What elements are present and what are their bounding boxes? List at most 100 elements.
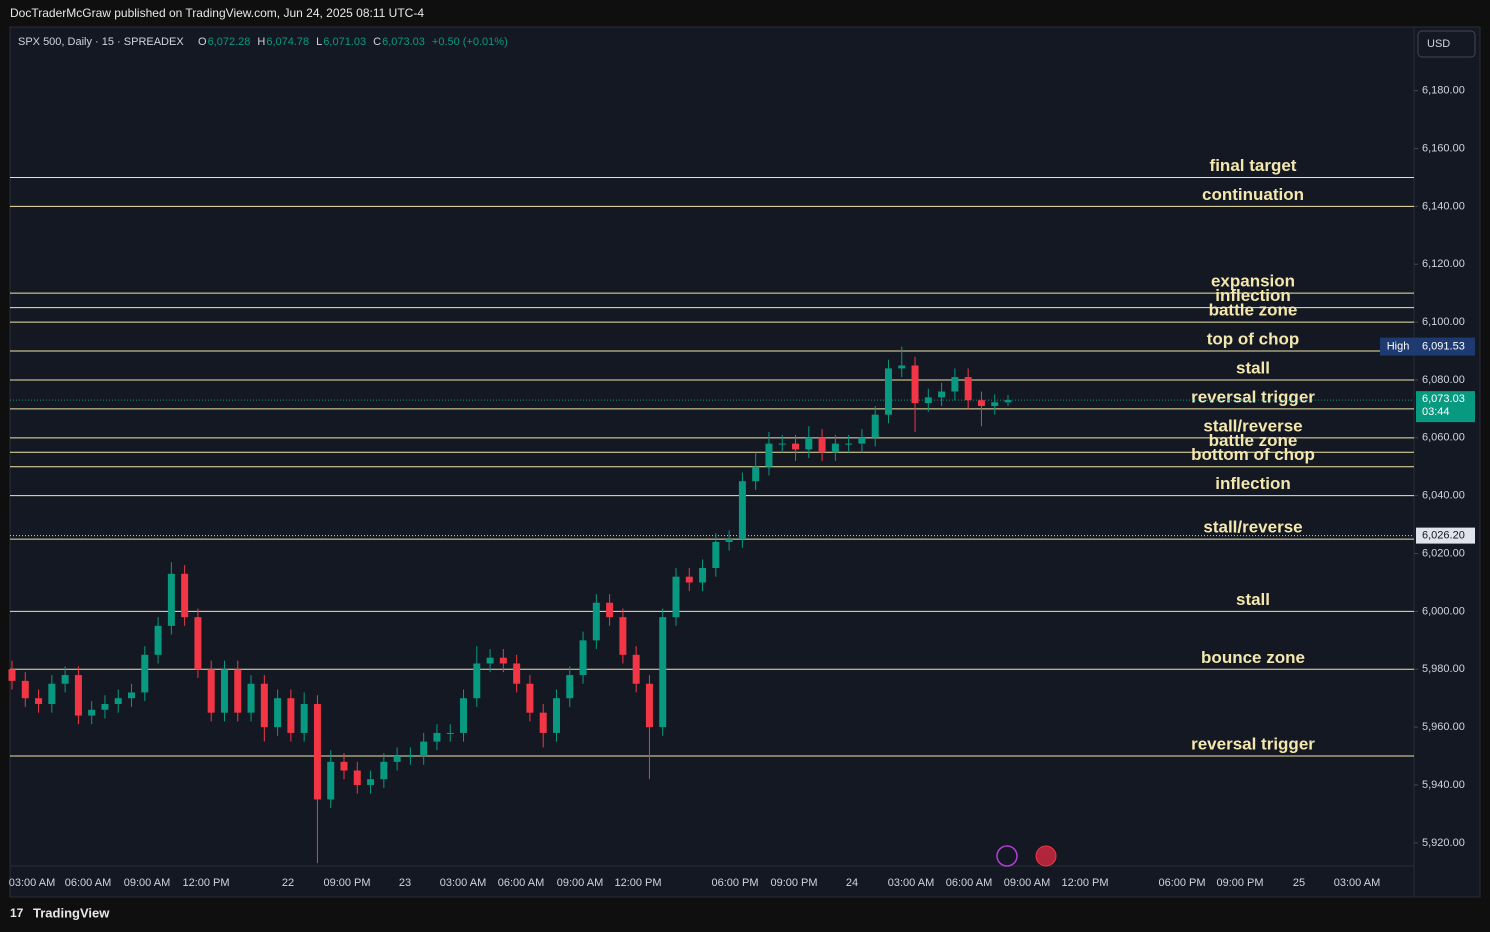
y-tick-label: 6,120.00 [1422, 258, 1465, 270]
y-tick-label: 6,040.00 [1422, 490, 1465, 502]
candle-body [552, 698, 560, 733]
candle-body [592, 602, 600, 641]
level-label: top of chop [1207, 330, 1300, 349]
candle-body [473, 663, 481, 699]
candle-body [924, 397, 932, 404]
candle-body [513, 663, 521, 684]
candle-body [977, 400, 985, 406]
x-tick-label: 03:00 AM [440, 877, 486, 889]
symbol: SPX 500, Daily · 15 · SPREADEX [18, 36, 184, 48]
candle-body [35, 698, 43, 704]
level-label: inflection [1215, 474, 1291, 493]
y-tick-label: 6,180.00 [1422, 85, 1465, 97]
current-badge [1416, 391, 1475, 423]
candle-body [353, 770, 361, 785]
level-label: stall/reverse [1203, 416, 1302, 435]
y-tick-label: 5,920.00 [1422, 837, 1465, 849]
x-tick-label: 09:00 PM [770, 877, 817, 889]
candle-body [21, 680, 29, 699]
candle-body [645, 683, 653, 728]
candle-body [898, 365, 906, 369]
candle-body [964, 377, 972, 401]
candle-body [260, 683, 268, 728]
high-value: 6,091.53 [1422, 341, 1465, 353]
candle-body [871, 414, 879, 438]
candle-body [141, 654, 149, 693]
x-tick-label: 03:00 AM [1334, 877, 1380, 889]
x-tick-label: 03:00 AM [888, 877, 934, 889]
candle-body [911, 365, 919, 404]
level-label: reversal trigger [1191, 735, 1315, 754]
candle-body [234, 669, 242, 713]
candle-body [8, 669, 16, 681]
level-label: inflection [1215, 286, 1291, 305]
y-tick-label: 6,060.00 [1422, 432, 1465, 444]
candle-body [1004, 400, 1012, 403]
x-tick-label: 06:00 PM [1158, 877, 1205, 889]
level-label: continuation [1202, 185, 1304, 204]
candle-body [991, 402, 999, 406]
ohlc-key: H [257, 36, 265, 48]
candle-body [539, 712, 547, 733]
ohlc-key: L [316, 36, 322, 48]
y-tick-label: 5,980.00 [1422, 663, 1465, 675]
ohlc-key: O [198, 36, 207, 48]
x-tick-label: 03:00 AM [9, 877, 55, 889]
currency[interactable]: USD [1427, 38, 1450, 50]
y-tick-label: 5,940.00 [1422, 779, 1465, 791]
candle-body [672, 576, 680, 618]
high-badge-label: High [1387, 341, 1410, 353]
marker-value: 6,026.20 [1422, 530, 1465, 542]
level-label: final target [1210, 156, 1297, 175]
level-label: stall/reverse [1203, 518, 1302, 537]
candle-body [207, 669, 215, 713]
candle-body [951, 377, 959, 392]
candle-body [380, 761, 388, 780]
x-tick-label: 24 [846, 877, 858, 889]
x-tick-label: 06:00 AM [946, 877, 992, 889]
candle-body [300, 703, 308, 733]
y-tick-label: 6,140.00 [1422, 200, 1465, 212]
candle-body [48, 683, 56, 704]
high-value-badge [1416, 337, 1475, 356]
candle-body [831, 443, 839, 453]
candle-body [220, 669, 228, 713]
candle-body [74, 675, 82, 716]
candle-body [154, 625, 162, 655]
candle-body [61, 675, 69, 684]
candle-body [938, 391, 946, 398]
y-tick-label: 6,020.00 [1422, 547, 1465, 559]
currency-button[interactable] [1417, 30, 1476, 58]
y-tick-label: 6,080.00 [1422, 374, 1465, 386]
x-tick-label: 25 [1293, 877, 1305, 889]
candle-body [752, 466, 760, 482]
x-tick-label: 23 [399, 877, 411, 889]
publisher: DocTraderMcGraw published on TradingView… [10, 6, 424, 20]
candle-body [619, 617, 627, 655]
candle-body [685, 576, 693, 583]
candle-body [818, 437, 826, 453]
level-label: battle zone [1209, 431, 1298, 450]
y-tick-label: 5,960.00 [1422, 721, 1465, 733]
marker-badge [1416, 527, 1475, 544]
candle-body [858, 437, 866, 444]
ohlc-value: 6,073.03 [382, 36, 425, 48]
candle-body [420, 741, 428, 757]
candle-body [446, 732, 454, 734]
event-icon[interactable] [996, 845, 1018, 867]
candle-body [765, 443, 773, 467]
candle-body [499, 657, 507, 664]
ohlc-value: 6,072.28 [208, 36, 251, 48]
change: +0.50 (+0.01%) [432, 36, 508, 48]
x-tick-label: 06:00 AM [65, 877, 111, 889]
x-tick-label: 12:00 PM [182, 877, 229, 889]
candle-body [128, 692, 136, 699]
candle-body [778, 443, 786, 445]
x-tick-label: 12:00 PM [614, 877, 661, 889]
candle-body [340, 761, 348, 771]
x-tick-label: 22 [282, 877, 294, 889]
level-label: bounce zone [1201, 648, 1305, 667]
candle-body [460, 698, 468, 733]
flag-icon[interactable] [1035, 845, 1057, 867]
